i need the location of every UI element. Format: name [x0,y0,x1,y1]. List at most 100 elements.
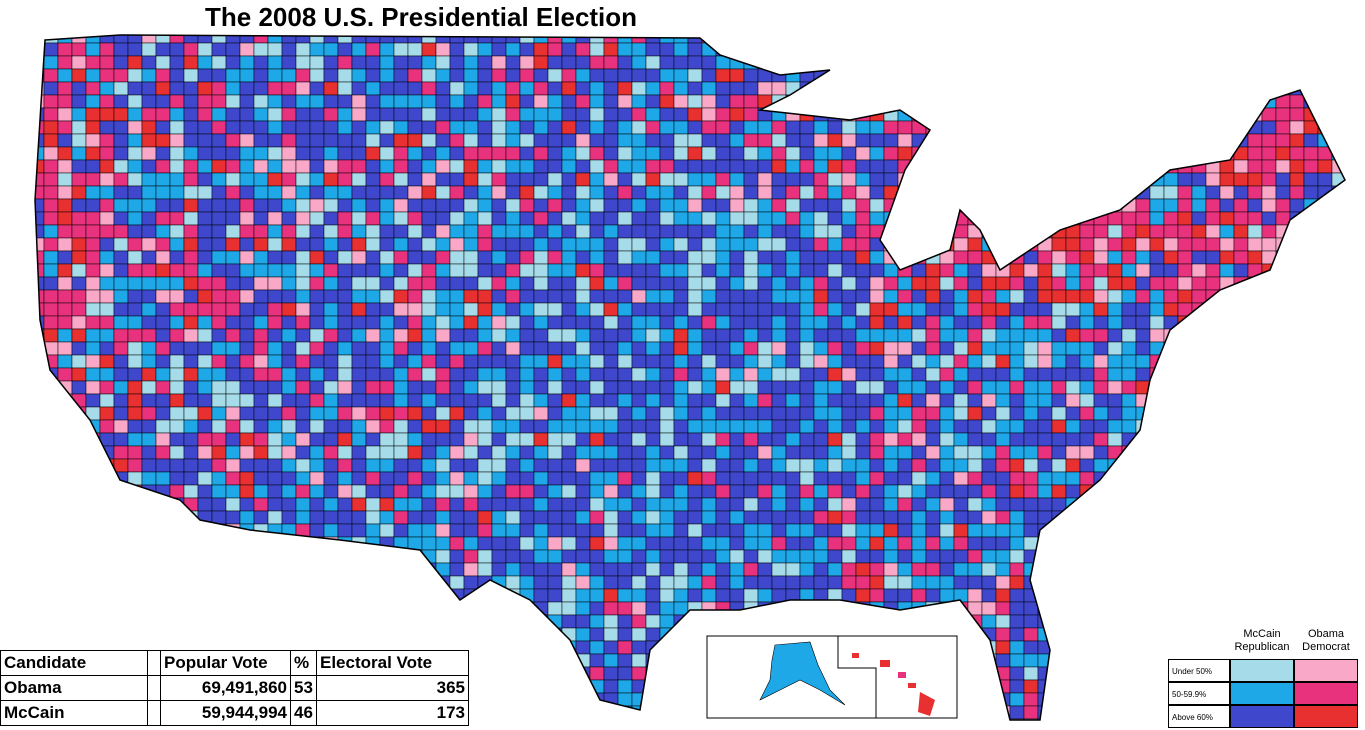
county [505,549,521,564]
county [729,549,745,564]
county [589,406,605,421]
county [1107,445,1123,460]
county [253,172,269,187]
county [43,315,59,330]
county [1079,523,1095,538]
county [687,601,703,616]
county [1191,107,1207,122]
county [141,42,157,57]
county [267,263,283,278]
county [491,42,507,57]
county [617,562,633,577]
county [393,146,409,161]
county [281,172,297,187]
county [1219,211,1235,226]
county [35,588,45,603]
county [323,120,339,135]
county [715,549,731,564]
county [1079,250,1095,265]
county [1149,250,1165,265]
county [379,328,395,343]
county [813,250,829,265]
county [1023,640,1039,655]
county [673,159,689,174]
county [743,419,759,434]
county [547,588,563,603]
county [1303,42,1319,57]
county [1331,224,1345,239]
county [281,42,297,57]
county [225,250,241,265]
county [491,367,507,382]
county [351,185,367,200]
county [197,627,213,642]
county [1247,419,1263,434]
county [393,120,409,135]
county [85,276,101,291]
county [169,627,185,642]
county [225,224,241,239]
county [169,471,185,486]
county [1177,471,1193,486]
county [827,497,843,512]
county [1233,120,1249,135]
county [267,445,283,460]
county [1163,237,1179,252]
county [743,276,759,291]
county [463,380,479,395]
county [197,42,213,57]
county [981,81,997,96]
county [1037,55,1053,70]
county [1346,160,1360,173]
county [1121,185,1137,200]
county [1191,263,1207,278]
county [491,640,507,655]
county [519,536,535,551]
county [1163,250,1179,265]
county [379,614,395,629]
county [631,445,647,460]
county [337,432,353,447]
county [1261,458,1277,473]
county [253,588,269,603]
county [645,94,661,109]
county [99,263,115,278]
county [113,536,129,551]
county [379,497,395,512]
county [589,588,605,603]
county [589,315,605,330]
county [71,601,87,616]
county [169,263,185,278]
county [813,445,829,460]
county [799,562,815,577]
county [897,224,913,239]
county [1121,536,1137,551]
county [757,432,773,447]
county [505,224,521,239]
county [351,159,367,174]
county [211,510,227,525]
county [35,107,45,122]
county [239,146,255,161]
county [239,94,255,109]
county [841,302,857,317]
county [659,55,675,70]
county [365,458,381,473]
county [1093,55,1109,70]
county [547,484,563,499]
county [491,523,507,538]
county [99,601,115,616]
county [1107,94,1123,109]
county [295,198,311,213]
county [71,315,87,330]
county [1121,276,1137,291]
county [589,562,605,577]
county [1149,289,1165,304]
county [393,198,409,213]
county [43,276,59,291]
county [449,549,465,564]
county [589,666,605,681]
county [673,55,689,70]
county [1303,68,1319,83]
county [575,289,591,304]
